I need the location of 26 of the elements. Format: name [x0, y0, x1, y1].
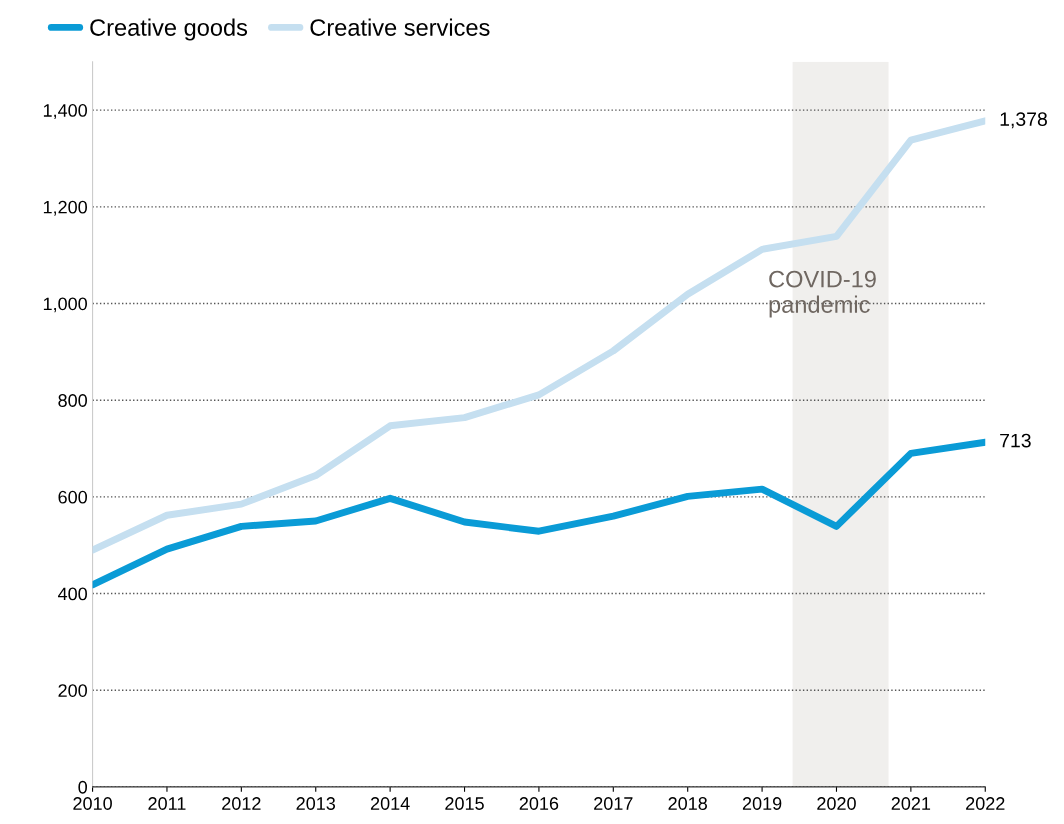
y-tick-label: 0: [78, 780, 87, 794]
y-tick-label: 1,400: [43, 104, 88, 119]
y-tick-label: 1,000: [43, 297, 88, 313]
y-tick-label: 1,200: [43, 200, 88, 216]
x-tick-label: 2015: [445, 797, 484, 810]
x-tick-label: 2011: [148, 797, 186, 810]
x-tick-label: 2016: [519, 797, 559, 810]
y-tick-label: 200: [58, 684, 87, 697]
x-tick-label: 2010: [73, 797, 112, 810]
x-tick-label: 2012: [222, 797, 261, 810]
x-tick-label: 2014: [370, 797, 410, 810]
band-label: COVID-19 pandemic: [769, 270, 876, 318]
y-tick-label: 400: [58, 587, 87, 601]
legend-label: Creative services: [310, 18, 490, 36]
x-tick-label: 2021: [891, 797, 931, 810]
x-tick-label: 2013: [296, 797, 336, 810]
x-tick-label: 2020: [817, 797, 856, 810]
data-label: 713: [1000, 433, 1031, 448]
x-tick-label: 2017: [594, 797, 633, 810]
x-tick-label: 2018: [668, 797, 707, 810]
legend-label: Creative goods: [90, 18, 248, 41]
data-label: 1,378: [1000, 112, 1047, 129]
x-tick-label: 2022: [966, 797, 1005, 810]
x-tick-label: 2019: [742, 797, 782, 810]
y-tick-label: 800: [58, 394, 87, 407]
y-tick-label: 600: [58, 490, 87, 504]
